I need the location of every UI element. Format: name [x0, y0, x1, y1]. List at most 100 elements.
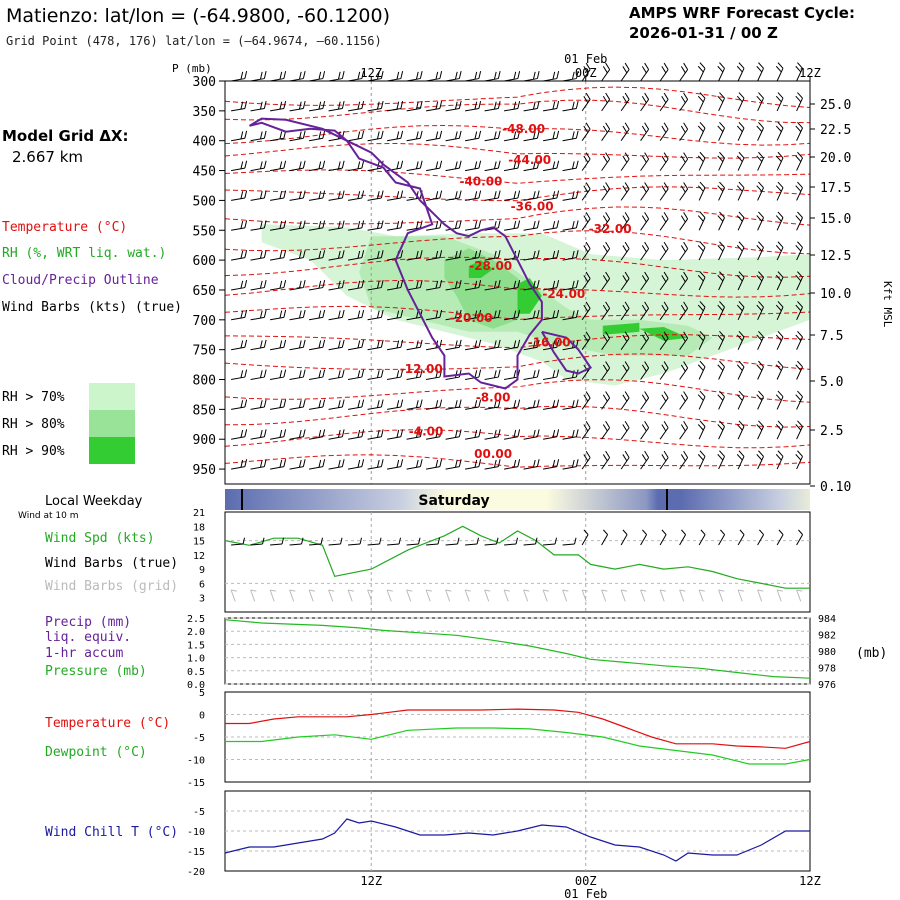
barb-feather: [575, 280, 579, 288]
legend-rh: RH (%, WRT liq. wat.): [2, 246, 166, 261]
barb-feather: [263, 220, 267, 228]
barb-shaft: [387, 406, 401, 410]
barb-shaft: [504, 543, 517, 546]
barb-shaft: [523, 257, 538, 261]
barb-feather: [583, 304, 589, 312]
barb-feather: [474, 131, 478, 140]
temperature-contour: [224, 142, 811, 159]
barb-shaft: [679, 218, 689, 231]
barb-feather: [474, 71, 478, 80]
barb-feather: [571, 131, 575, 140]
barb-feather: [259, 429, 263, 438]
wind-barb: [426, 459, 443, 470]
wind-barb: [620, 92, 630, 112]
barb-feather: [717, 155, 724, 162]
barb-shaft: [718, 277, 725, 291]
barb-feather: [641, 334, 647, 342]
barb-feather: [279, 131, 283, 140]
barb-shaft: [425, 589, 431, 602]
barb-shaft: [718, 247, 725, 261]
legend-cloud: Cloud/Precip Outline: [2, 273, 159, 288]
wind-barb: [543, 71, 560, 82]
barb-shaft: [289, 167, 304, 172]
wind-barb: [795, 62, 803, 82]
barb-shaft: [465, 137, 479, 142]
barb-feather: [415, 340, 419, 349]
barb-feather: [419, 369, 423, 378]
wind-barb: [581, 152, 591, 171]
barb-feather: [697, 155, 704, 162]
barb-shaft: [348, 137, 362, 142]
barb-feather: [756, 125, 763, 132]
barb-feather: [683, 450, 689, 458]
barb-feather: [379, 537, 382, 545]
barb-feather: [571, 191, 575, 199]
barb-feather: [493, 161, 497, 169]
barb-feather: [777, 390, 784, 398]
barb-feather: [697, 185, 704, 192]
temperature-contour: [224, 169, 811, 184]
barb-feather: [575, 71, 579, 79]
wind-barb: [620, 301, 630, 321]
barb-feather: [556, 100, 560, 109]
barb-feather: [302, 280, 306, 288]
barb-feather: [474, 221, 478, 229]
barb-feather: [585, 92, 591, 100]
barb-feather: [536, 399, 540, 408]
wind-barb: [562, 399, 579, 410]
barb-feather: [380, 399, 384, 408]
barb-shaft: [406, 257, 421, 261]
barb-shaft: [581, 128, 591, 141]
barb-feather: [493, 429, 497, 438]
barb-shaft: [601, 308, 611, 321]
y-tick-label: 0: [199, 711, 205, 722]
barb-feather: [419, 429, 423, 437]
barb-shaft: [581, 457, 591, 470]
barb-shaft: [426, 543, 439, 546]
barb-feather: [361, 100, 365, 109]
barb-feather: [663, 271, 669, 279]
barb-feather: [396, 280, 400, 289]
barb-feather: [699, 331, 706, 338]
barb-feather: [642, 529, 647, 535]
barb-feather: [683, 241, 689, 249]
barb-feather: [532, 310, 536, 319]
barb-feather: [605, 271, 611, 279]
wind-barb: [445, 190, 462, 201]
barb-feather: [400, 399, 404, 408]
barb-shaft: [737, 157, 745, 171]
barb-feather: [758, 271, 764, 278]
wind-barb: [406, 220, 423, 231]
wind-barb: [465, 309, 482, 321]
barb-shaft: [737, 456, 745, 470]
barb-feather: [302, 369, 306, 378]
barb-feather: [454, 71, 458, 80]
barb-feather: [328, 589, 335, 592]
wind-barb: [581, 301, 591, 321]
barb-feather: [663, 420, 669, 428]
barb-shaft: [465, 543, 478, 546]
barb-feather: [663, 212, 669, 220]
barb-shaft: [679, 427, 689, 440]
barb-shaft: [484, 589, 490, 602]
wind-barb: [543, 309, 560, 321]
barb-feather: [517, 100, 521, 109]
barb-feather: [279, 429, 283, 438]
barb-shaft: [348, 227, 362, 231]
barb-feather: [622, 304, 628, 312]
barb-feather: [680, 424, 686, 432]
barb-shaft: [679, 457, 689, 470]
top-date-label: 01 Feb: [564, 52, 607, 66]
barb-feather: [738, 390, 745, 398]
barb-feather: [283, 100, 287, 109]
barb-feather: [298, 340, 302, 349]
wind-barb: [484, 250, 501, 261]
barb-shaft: [484, 316, 499, 321]
barb-shaft: [387, 436, 401, 440]
barb-feather: [523, 589, 530, 592]
barb-feather: [259, 71, 263, 80]
barb-shaft: [484, 197, 499, 201]
barb-feather: [367, 589, 374, 592]
wind-barb: [504, 100, 521, 112]
barb-shaft: [406, 137, 421, 142]
